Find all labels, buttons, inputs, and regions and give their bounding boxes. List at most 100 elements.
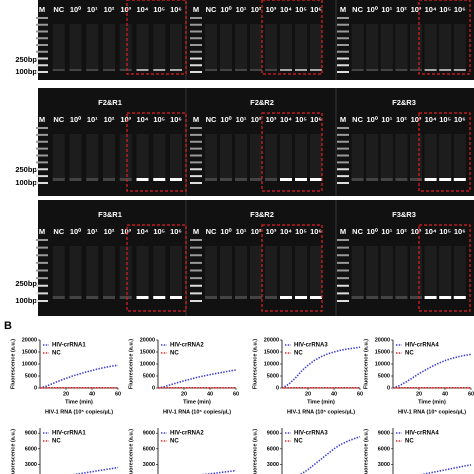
legend-label: HIV-crRNA2 bbox=[170, 431, 204, 437]
sample-band bbox=[380, 178, 393, 181]
sample-band bbox=[69, 178, 82, 181]
lane-smear bbox=[136, 246, 149, 299]
ladder-band bbox=[36, 277, 48, 280]
lane-label: 10⁶ bbox=[454, 115, 466, 124]
lane-smear bbox=[310, 24, 322, 70]
lane-smear bbox=[380, 134, 393, 181]
legend-label: NC bbox=[405, 351, 414, 357]
ladder-band bbox=[190, 57, 202, 60]
primer-label: F3&R1 bbox=[98, 210, 122, 219]
lane-smear bbox=[220, 24, 232, 70]
ladder-band bbox=[36, 300, 48, 302]
lane-smear bbox=[235, 134, 247, 181]
lane-smear bbox=[52, 24, 65, 70]
sample-band bbox=[280, 178, 292, 181]
lane-label: 10⁰ bbox=[367, 5, 379, 14]
ladder-band bbox=[337, 269, 349, 272]
lane-smear bbox=[424, 246, 437, 299]
marker-label: 250bp bbox=[15, 55, 37, 64]
ladder-band bbox=[190, 64, 202, 67]
lane-smear bbox=[205, 24, 217, 70]
y-axis-label: Fluorescence (a.u.) bbox=[363, 339, 369, 389]
ladder-band bbox=[337, 23, 349, 26]
lane-label: 10⁵ bbox=[153, 5, 165, 14]
legend-label: NC bbox=[170, 351, 179, 357]
y-tick-label: 10000 bbox=[375, 361, 390, 367]
lane-label: NC bbox=[206, 115, 217, 124]
lane-label: 10¹ bbox=[87, 115, 98, 124]
ladder-band bbox=[190, 140, 202, 143]
lane-smear bbox=[119, 134, 132, 181]
sample-band bbox=[103, 296, 115, 299]
sample-band bbox=[235, 69, 247, 71]
sample-band bbox=[52, 69, 65, 71]
lane-smear bbox=[410, 24, 422, 70]
lane-label: 10⁵ bbox=[439, 115, 451, 124]
lane-smear bbox=[153, 24, 166, 70]
sample-band bbox=[250, 178, 262, 181]
lane-label: 10¹ bbox=[236, 115, 247, 124]
legend-label: NC bbox=[294, 439, 303, 445]
series-line bbox=[157, 369, 237, 389]
ladder-band bbox=[36, 284, 48, 287]
y-axis-label: Fluorescence (a.u.) bbox=[10, 339, 16, 389]
ladder-band bbox=[190, 292, 202, 295]
sample-band bbox=[52, 178, 65, 181]
lane-smear bbox=[235, 24, 247, 70]
lane-smear bbox=[205, 246, 217, 299]
highlight-box bbox=[418, 224, 471, 312]
legend-label: NC bbox=[52, 351, 61, 357]
sample-band bbox=[310, 296, 322, 299]
lane-smear bbox=[295, 134, 307, 181]
lane-label: 10⁵ bbox=[295, 115, 307, 124]
ladder-band bbox=[36, 161, 48, 164]
ladder-band bbox=[36, 292, 48, 295]
ladder-band bbox=[36, 175, 48, 178]
lane-smear bbox=[295, 246, 307, 299]
lane-label: 10⁶ bbox=[454, 227, 466, 236]
marker-label: 100bp bbox=[15, 178, 37, 187]
ladder-band bbox=[36, 30, 48, 33]
y-axis-label: Fluorescence (a.u.) bbox=[128, 429, 134, 474]
primer-label: F2&R2 bbox=[250, 98, 274, 107]
series-line bbox=[298, 436, 361, 474]
lane-label: 10³ bbox=[266, 227, 277, 236]
sample-band bbox=[351, 296, 364, 299]
lane-label: 10⁰ bbox=[70, 227, 82, 236]
ladder-band bbox=[36, 154, 48, 157]
lane-label: 10² bbox=[104, 115, 115, 124]
highlight-box bbox=[261, 112, 323, 192]
lane-label: 10⁴ bbox=[425, 227, 437, 236]
ladder-band bbox=[36, 17, 48, 19]
chart-subtitle: HIV-1 RNA (10⁵ copies/μL) bbox=[45, 409, 113, 415]
marker-label: 100bp bbox=[15, 67, 37, 76]
x-axis-label: Time (min) bbox=[183, 399, 211, 405]
ladder-band bbox=[190, 30, 202, 33]
ladder-band bbox=[337, 44, 349, 46]
lane-smear bbox=[351, 246, 364, 299]
ladder-band bbox=[190, 161, 202, 164]
lane-smear bbox=[453, 24, 466, 70]
sample-band bbox=[205, 69, 217, 71]
x-tick-label: 40 bbox=[207, 391, 213, 397]
sample-band bbox=[119, 178, 132, 181]
lane-smear bbox=[265, 134, 277, 181]
lane-label: 10⁵ bbox=[439, 5, 451, 14]
lane-label: 10⁴ bbox=[136, 227, 148, 236]
lane-label: 10² bbox=[396, 5, 407, 14]
sample-band bbox=[153, 296, 166, 299]
lane-label: 10¹ bbox=[381, 5, 392, 14]
sample-band bbox=[395, 178, 408, 181]
series-line bbox=[392, 353, 472, 389]
lane-label: 10³ bbox=[266, 115, 277, 124]
y-tick-label: 6000 bbox=[25, 446, 37, 452]
panel-label: B bbox=[4, 320, 12, 332]
lane-smear bbox=[310, 246, 322, 299]
ladder-band bbox=[337, 140, 349, 143]
lane-label: 10⁵ bbox=[295, 227, 307, 236]
sample-band bbox=[103, 178, 115, 181]
ladder-band bbox=[337, 277, 349, 280]
lane-label: 10⁴ bbox=[280, 115, 292, 124]
sample-band bbox=[366, 296, 379, 299]
sample-band bbox=[366, 69, 379, 71]
